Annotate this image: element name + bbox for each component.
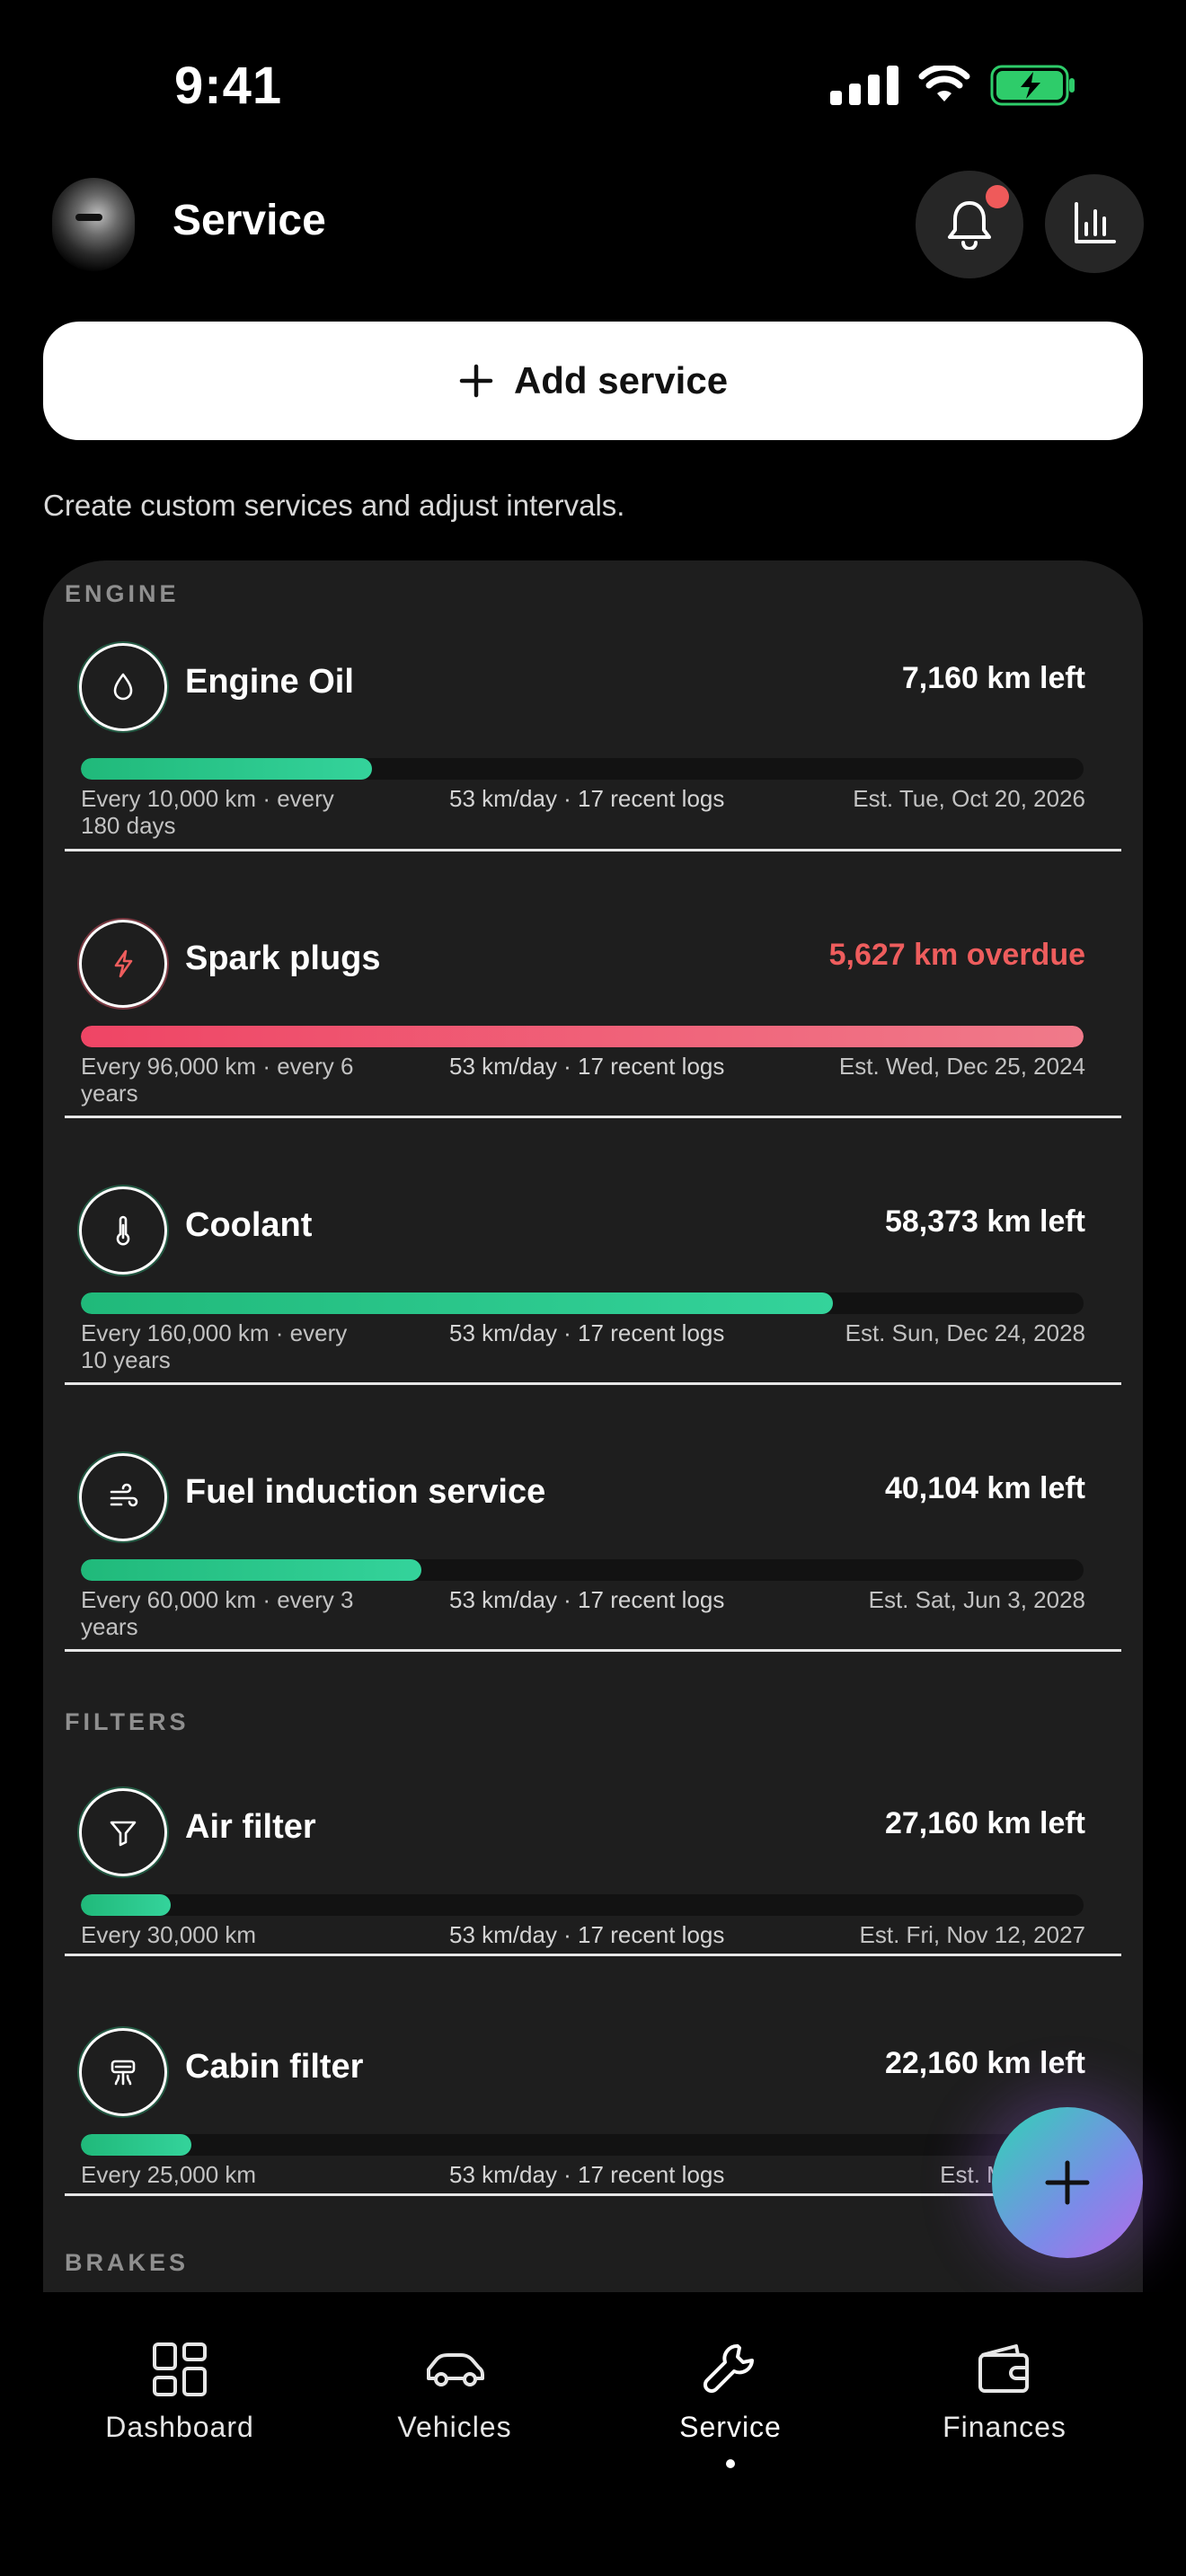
service-status: 40,104 km left (884, 1471, 1085, 1505)
cellular-signal-icon (830, 66, 898, 105)
service-usage: 53 km/day · 17 recent logs (449, 785, 725, 812)
wrench-icon (703, 2344, 754, 2394)
progress-fill (81, 1026, 1084, 1047)
status-bar: 9:41 (0, 0, 1186, 171)
service-interval: Every 25,000 km (81, 2161, 257, 2188)
progress-fill (81, 1894, 172, 1916)
service-interval: Every 60,000 km · every 3 years (81, 1586, 354, 1640)
service-name: Spark plugs (185, 940, 381, 977)
service-item-engine-oil[interactable]: Engine Oil 7,160 km left Every 10,000 km… (65, 623, 1121, 851)
service-usage: 53 km/day · 17 recent logs (449, 1586, 725, 1613)
service-item-fuel-induction[interactable]: Fuel induction service 40,104 km left Ev… (65, 1385, 1121, 1652)
progress-bar (81, 758, 1084, 780)
bar-chart-icon (1075, 202, 1116, 243)
status-time: 9:41 (174, 57, 283, 115)
section-header-filters: FILTERS (65, 1708, 190, 1735)
service-item-coolant[interactable]: Coolant 58,373 km left Every 160,000 km … (65, 1118, 1121, 1385)
wind-icon (79, 1453, 167, 1541)
service-item-spark-plugs[interactable]: Spark plugs 5,627 km overdue Every 96,00… (65, 851, 1121, 1118)
tab-label: Finances (943, 2411, 1067, 2443)
progress-fill (81, 2134, 191, 2156)
section-header-engine: ENGINE (65, 580, 180, 607)
service-estimate: Est. Fri, Nov 12, 2027 (859, 1921, 1085, 1948)
grid-icon (153, 2342, 207, 2396)
status-icons (830, 65, 1076, 106)
progress-bar (81, 1026, 1084, 1047)
service-status: 58,373 km left (884, 1204, 1085, 1239)
progress-fill (81, 758, 372, 780)
service-name: Coolant (185, 1206, 313, 1244)
service-interval: Every 30,000 km (81, 1921, 257, 1948)
tab-dashboard[interactable]: Dashboard (63, 2341, 296, 2444)
service-name: Engine Oil (185, 663, 354, 701)
tab-service[interactable]: Service (614, 2341, 847, 2468)
active-tab-indicator (726, 2459, 735, 2468)
wifi-icon (918, 66, 970, 101)
page-subtitle: Create custom services and adjust interv… (43, 489, 625, 522)
notifications-button[interactable] (916, 171, 1023, 278)
add-service-button[interactable]: Add service (43, 322, 1143, 440)
service-name: Fuel induction service (185, 1473, 546, 1511)
floating-add-button[interactable] (992, 2107, 1143, 2258)
progress-bar (81, 2134, 1084, 2156)
lightning-icon (79, 920, 167, 1008)
service-estimate: Est. Sun, Dec 24, 2028 (845, 1319, 1085, 1346)
service-usage: 53 km/day · 17 recent logs (449, 1053, 725, 1080)
statistics-button[interactable] (1045, 174, 1144, 273)
progress-bar (81, 1559, 1084, 1581)
service-list[interactable]: ENGINE Engine Oil 7,160 km left Every 10… (43, 560, 1143, 2292)
page-title: Service (173, 197, 326, 244)
drop-icon (79, 643, 167, 731)
service-status: 22,160 km left (884, 2046, 1085, 2080)
progress-bar (81, 1894, 1084, 1916)
car-icon (427, 2353, 484, 2386)
service-estimate: Est. Sat, Jun 3, 2028 (868, 1586, 1085, 1613)
tab-label: Dashboard (105, 2411, 254, 2443)
service-status: 7,160 km left (901, 661, 1085, 695)
page-header: Service (0, 171, 1186, 278)
tab-vehicles[interactable]: Vehicles (338, 2341, 571, 2444)
thermometer-icon (79, 1187, 167, 1275)
service-estimate: Est. Tue, Oct 20, 2026 (853, 785, 1085, 812)
section-header-brakes: BRAKES (65, 2249, 190, 2276)
wallet-icon (978, 2344, 1029, 2393)
bottom-tab-bar: Dashboard Vehicles Service Finances (0, 2292, 1186, 2576)
tab-finances[interactable]: Finances (888, 2341, 1121, 2444)
service-status: 27,160 km left (884, 1806, 1085, 1840)
service-name: Cabin filter (185, 2048, 364, 2086)
service-item-air-filter[interactable]: Air filter 27,160 km left Every 30,000 k… (65, 1751, 1121, 1956)
plus-icon (1045, 2160, 1090, 2205)
service-status: 5,627 km overdue (828, 938, 1085, 972)
service-name: Air filter (185, 1808, 316, 1846)
air-vent-icon (79, 2028, 167, 2116)
service-estimate: Est. Wed, Dec 25, 2024 (838, 1053, 1085, 1080)
service-item-cabin-filter[interactable]: Cabin filter 22,160 km left Every 25,000… (65, 1956, 1121, 2196)
avatar[interactable] (52, 178, 135, 271)
funnel-icon (79, 1788, 167, 1876)
service-usage: 53 km/day · 17 recent logs (449, 1319, 725, 1346)
service-interval: Every 10,000 km · every 180 days (81, 785, 334, 839)
tab-label: Service (679, 2411, 782, 2443)
add-service-label: Add service (513, 359, 729, 401)
service-interval: Every 96,000 km · every 6 years (81, 1053, 354, 1107)
battery-charging-icon (990, 65, 1075, 106)
progress-fill (81, 1292, 833, 1314)
service-interval: Every 160,000 km · every 10 years (81, 1319, 348, 1373)
plus-icon (459, 364, 493, 398)
service-usage: 53 km/day · 17 recent logs (449, 2161, 725, 2188)
service-usage: 53 km/day · 17 recent logs (449, 1921, 725, 1948)
progress-bar (81, 1292, 1084, 1314)
tab-label: Vehicles (397, 2411, 512, 2443)
progress-fill (81, 1559, 422, 1581)
notification-badge (986, 185, 1009, 208)
bell-icon (948, 201, 991, 250)
